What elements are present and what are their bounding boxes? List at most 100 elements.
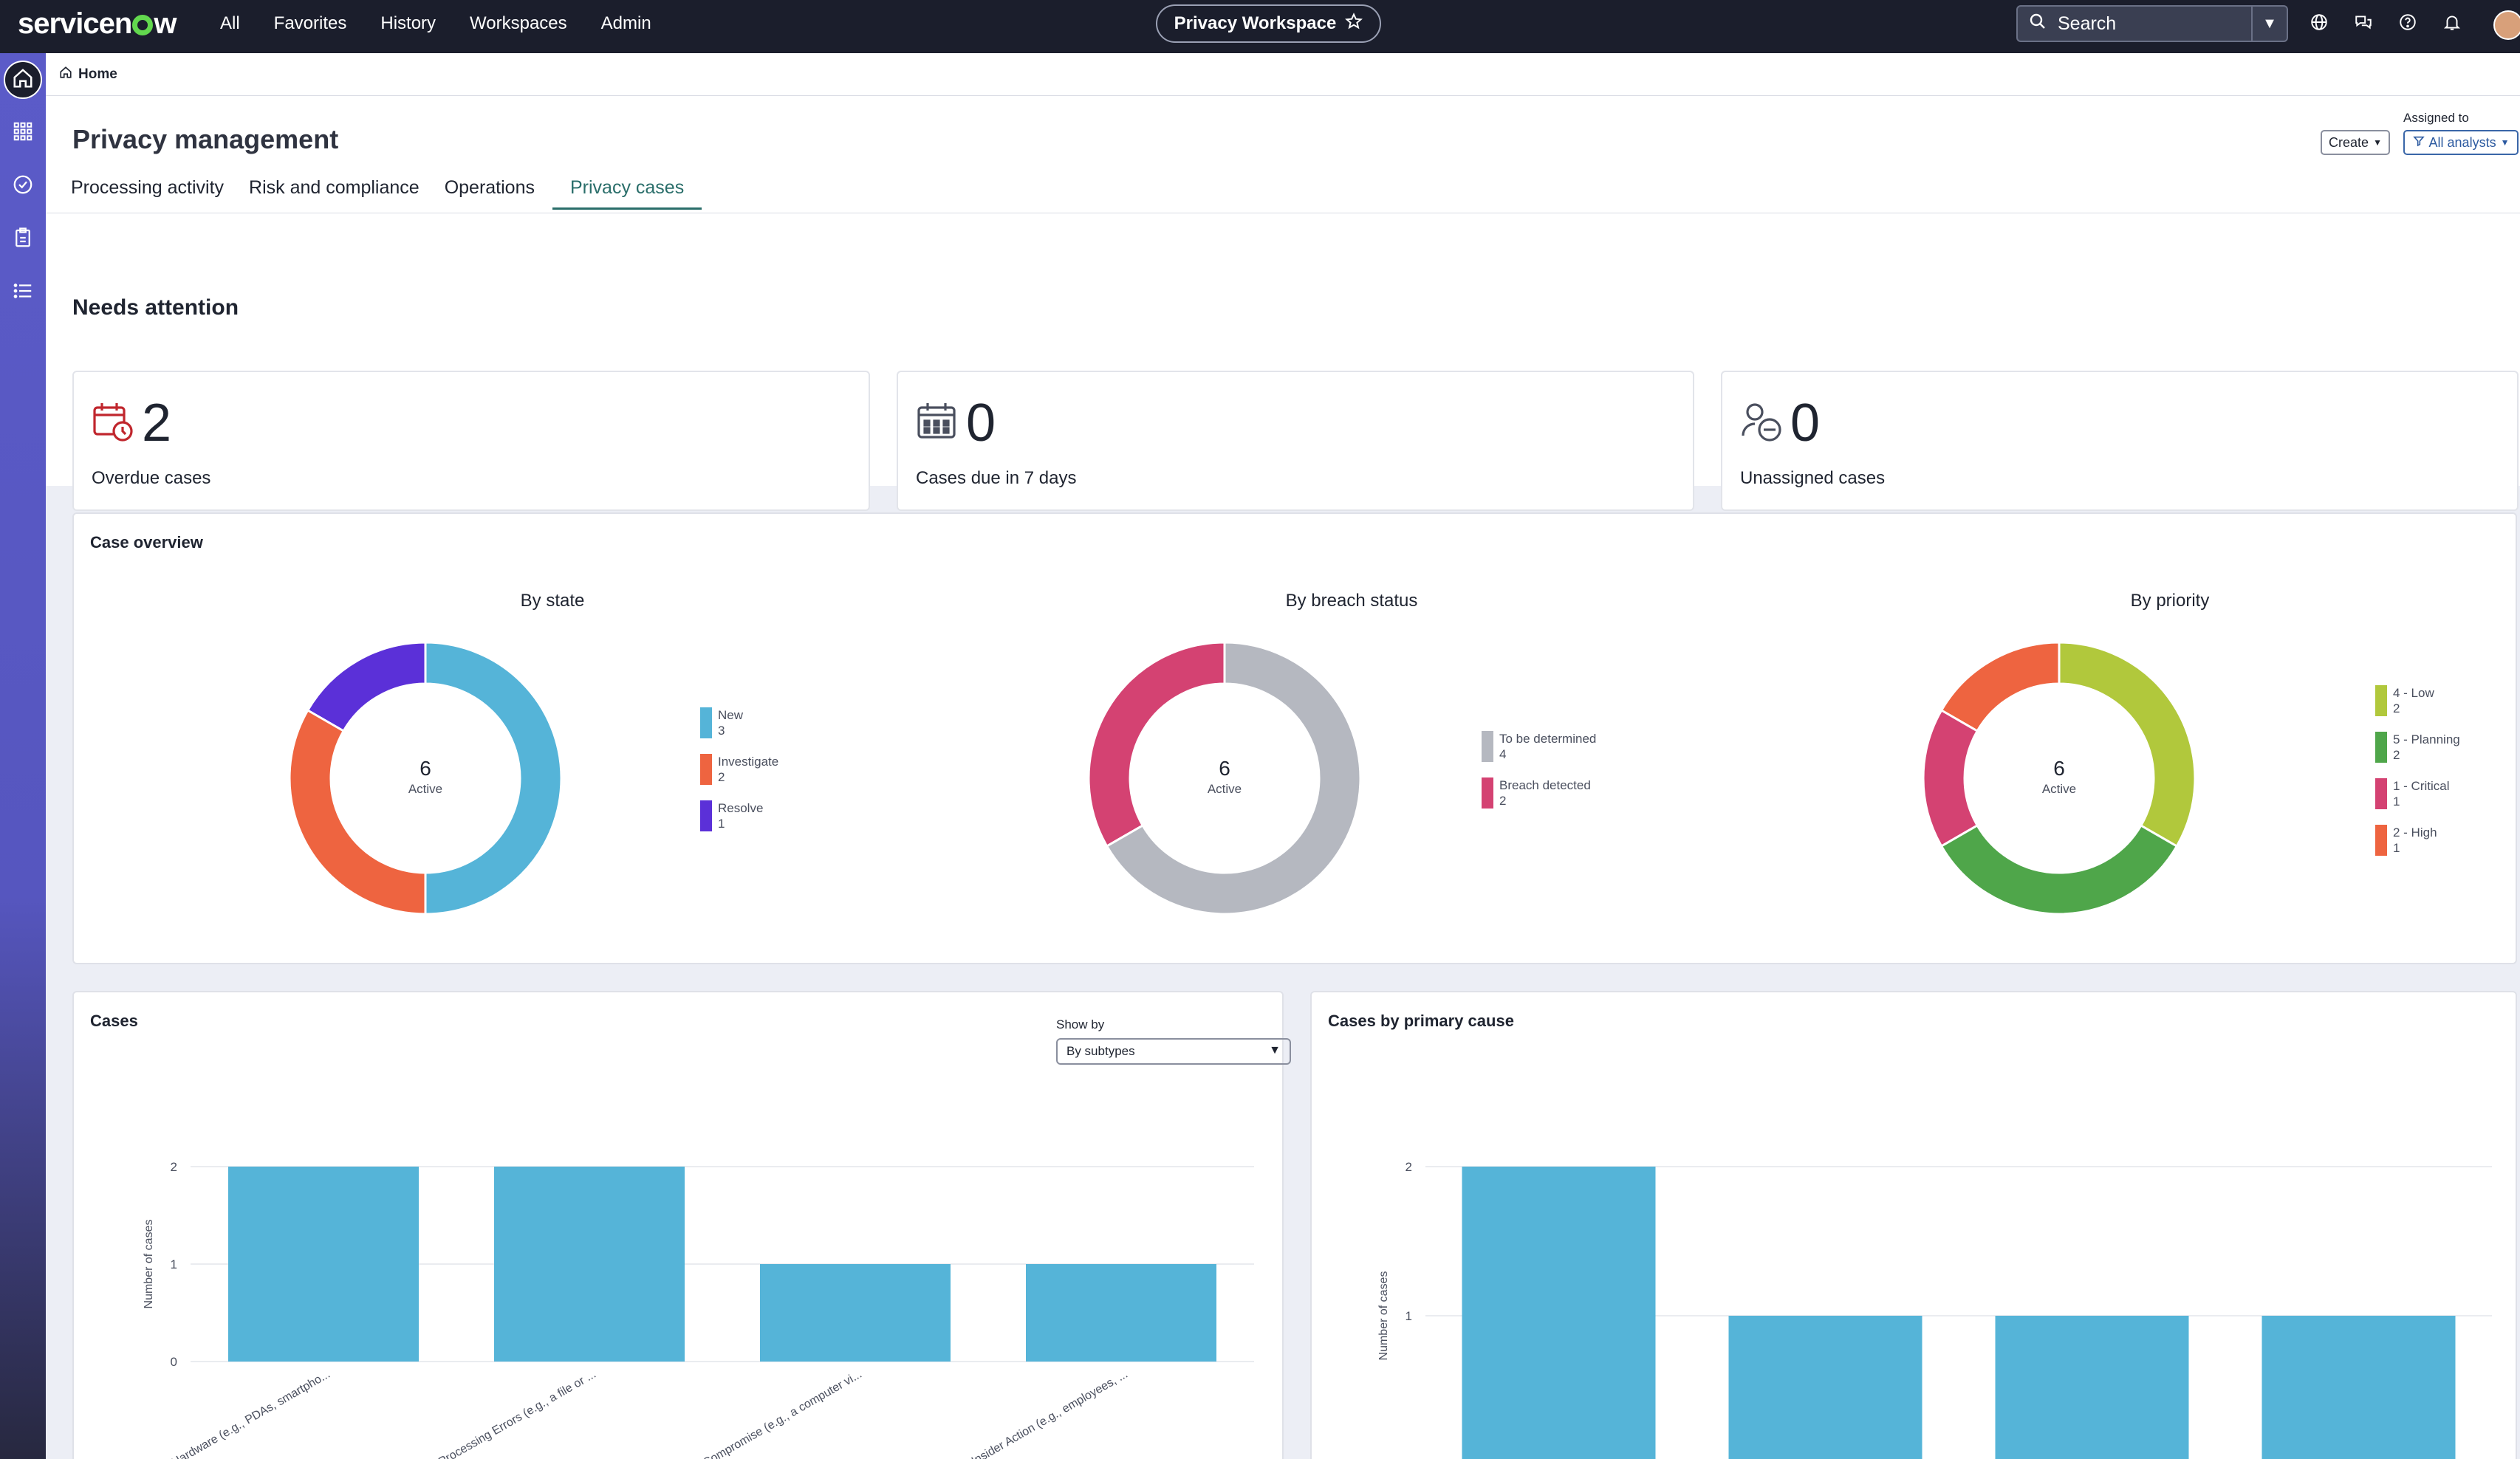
- create-button[interactable]: Create ▼: [2321, 130, 2390, 155]
- kpi-unassigned-cases[interactable]: 0 Unassigned cases: [1721, 371, 2519, 511]
- nav-favorites[interactable]: Favorites: [273, 13, 347, 33]
- legend-swatch: [2375, 778, 2387, 809]
- all-analysts-filter[interactable]: All analysts ▼: [2403, 130, 2519, 155]
- bar[interactable]: [1462, 1167, 1656, 1459]
- y-tick-label: 2: [171, 1160, 177, 1174]
- legend-value: 2: [718, 770, 725, 784]
- bar[interactable]: [760, 1264, 951, 1362]
- caret-down-icon: ▼: [2500, 137, 2510, 148]
- sidebar-list[interactable]: [4, 273, 42, 312]
- bar[interactable]: [1995, 1316, 2189, 1459]
- user-avatar[interactable]: [2493, 10, 2520, 40]
- tab-risk-and-compliance[interactable]: Risk and compliance: [249, 177, 420, 198]
- kpi-cases-due-7-days[interactable]: 0 Cases due in 7 days: [897, 371, 1694, 511]
- tab-processing-activity[interactable]: Processing activity: [71, 177, 225, 198]
- legend-swatch: [700, 800, 712, 831]
- donut-slice-1-critical[interactable]: [1922, 708, 1979, 848]
- legend-swatch: [2375, 732, 2387, 763]
- help-icon[interactable]: [2394, 9, 2421, 35]
- donut-center-label: Active: [2042, 782, 2076, 796]
- bar[interactable]: [1728, 1316, 1922, 1459]
- x-tick-label: Processing Errors (e.g., a file or ...: [436, 1368, 598, 1459]
- legend-item[interactable]: 2 - High 1: [2375, 825, 2460, 871]
- chat-icon[interactable]: [2350, 9, 2377, 35]
- analysts-label: All analysts: [2428, 134, 2496, 150]
- top-bar: servicen w All Favorites History Workspac…: [0, 0, 2520, 53]
- breadcrumb: Home: [46, 53, 2520, 96]
- legend-value: 2: [2393, 748, 2400, 762]
- left-sidebar: [0, 53, 46, 1459]
- bar[interactable]: [494, 1167, 685, 1362]
- donut-slice-investigate[interactable]: [288, 708, 427, 916]
- y-axis-label: Number of cases: [1377, 1271, 1390, 1361]
- legend-item[interactable]: 4 - Low 2: [2375, 685, 2460, 732]
- sidebar-tasks[interactable]: [4, 167, 42, 205]
- y-tick-label: 1: [1405, 1309, 1412, 1323]
- legend-item[interactable]: 5 - Planning 2: [2375, 732, 2460, 778]
- sidebar-clipboard[interactable]: [4, 220, 42, 258]
- y-tick-label: 1: [171, 1257, 177, 1271]
- donut-slice-breach-detected[interactable]: [1087, 641, 1226, 848]
- nav-history[interactable]: History: [380, 13, 436, 33]
- cases-title: Cases: [90, 1012, 138, 1030]
- search-dropdown-icon[interactable]: ▼: [2251, 7, 2287, 41]
- legend-item[interactable]: Investigate 2: [700, 754, 778, 800]
- donut-center-value: 6: [1219, 757, 1230, 780]
- tab-operations[interactable]: Operations: [444, 177, 535, 198]
- servicenow-logo[interactable]: servicen w: [18, 7, 177, 40]
- legend-item[interactable]: To be determined 4: [1482, 731, 1596, 777]
- bar[interactable]: [2262, 1316, 2456, 1459]
- legend-swatch: [2375, 685, 2387, 716]
- legend-label: Resolve: [718, 801, 764, 815]
- nav-all[interactable]: All: [220, 13, 240, 33]
- tab-privacy-cases[interactable]: Privacy cases: [552, 177, 702, 210]
- donut-title-by-state: By state: [520, 591, 585, 611]
- assigned-to-label: Assigned to: [2403, 111, 2469, 125]
- cases-card: Cases Show by By subtypes ▼ 0 1 2 Number of…: [72, 991, 1291, 1459]
- donut-slice-2-high[interactable]: [1939, 641, 2061, 733]
- breadcrumb-home[interactable]: Home: [78, 66, 117, 82]
- donut-slice-new[interactable]: [424, 641, 563, 916]
- home-small-icon: [59, 66, 72, 83]
- star-icon[interactable]: [1345, 12, 1363, 35]
- legend-value: 3: [718, 724, 725, 738]
- donut-slice-5-planning[interactable]: [1939, 823, 2179, 916]
- caret-down-icon: ▼: [2373, 137, 2382, 148]
- search-input[interactable]: Search ▼: [2016, 5, 2288, 42]
- main-nav: All Favorites History Workspaces Admin: [220, 13, 651, 34]
- case-overview-card: Case overview By state 6 Active New 3 Inve…: [72, 512, 2517, 964]
- sidebar-home[interactable]: [4, 61, 42, 99]
- workspace-name: Privacy Workspace: [1174, 13, 1337, 33]
- legend-item[interactable]: Resolve 1: [700, 800, 778, 847]
- kpi-overdue-cases[interactable]: 2 Overdue cases: [72, 371, 870, 511]
- legend-value: 2: [2393, 701, 2400, 715]
- bar[interactable]: [228, 1167, 419, 1362]
- home-icon: [12, 67, 34, 93]
- donut-slice-resolve[interactable]: [306, 641, 427, 733]
- main-content: Home Privacy management Assigned to Crea…: [46, 53, 2520, 1459]
- kpi-label: Cases due in 7 days: [916, 468, 1077, 488]
- globe-icon[interactable]: [2306, 9, 2332, 35]
- bell-icon[interactable]: [2439, 9, 2465, 35]
- nav-workspaces[interactable]: Workspaces: [470, 13, 567, 33]
- donut-slice-4-low[interactable]: [2058, 641, 2197, 848]
- nav-admin[interactable]: Admin: [600, 13, 651, 33]
- calendar-clock-icon: [92, 400, 136, 444]
- cases-bar-chart: 0 1 2 Number of cases Hardware (e.g., PDAs, …: [143, 1160, 1254, 1459]
- workspace-pill[interactable]: Privacy Workspace: [1156, 4, 1381, 43]
- bar[interactable]: [1026, 1264, 1216, 1362]
- filter-icon: [2412, 135, 2425, 151]
- grid-icon: [12, 120, 34, 146]
- kpi-value: 0: [1790, 394, 1821, 453]
- show-by-select[interactable]: By subtypes ▼: [1056, 1038, 1291, 1065]
- case-overview-title: Case overview: [90, 533, 203, 552]
- legend-item[interactable]: New 3: [700, 707, 778, 754]
- legend-item[interactable]: Breach detected 2: [1482, 777, 1596, 824]
- legend-item[interactable]: 1 - Critical 1: [2375, 778, 2460, 825]
- sidebar-apps[interactable]: [4, 114, 42, 152]
- check-circle-icon: [12, 174, 34, 199]
- donut-slice-to-be-determined[interactable]: [1105, 641, 1362, 916]
- donut-center-label: Active: [1208, 782, 1242, 796]
- legend-value: 4: [1499, 747, 1507, 761]
